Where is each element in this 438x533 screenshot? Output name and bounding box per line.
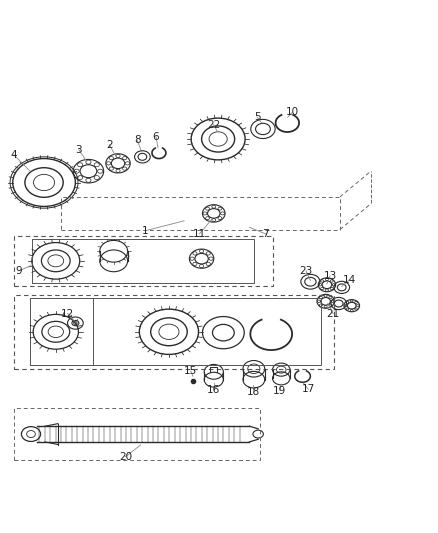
Text: 22: 22 (207, 119, 220, 130)
Text: 20: 20 (119, 451, 132, 462)
Text: 15: 15 (184, 366, 198, 376)
Text: 16: 16 (207, 385, 220, 394)
Text: 8: 8 (134, 135, 141, 146)
Text: 1: 1 (142, 226, 148, 236)
Text: 23: 23 (300, 266, 313, 276)
Text: 13: 13 (323, 271, 337, 281)
Text: 4: 4 (10, 150, 17, 160)
Text: 2: 2 (106, 140, 113, 150)
Text: 9: 9 (15, 266, 22, 276)
Text: 3: 3 (75, 145, 82, 155)
Text: 14: 14 (343, 274, 356, 285)
Text: 11: 11 (193, 229, 206, 239)
Text: 19: 19 (273, 385, 286, 395)
Text: 18: 18 (246, 387, 260, 397)
Text: 6: 6 (152, 132, 159, 142)
Text: 7: 7 (262, 229, 269, 239)
Text: 17: 17 (302, 384, 315, 394)
Text: 12: 12 (61, 309, 74, 319)
Text: 21: 21 (326, 309, 339, 319)
Text: 10: 10 (286, 108, 299, 117)
Text: 5: 5 (254, 112, 261, 122)
